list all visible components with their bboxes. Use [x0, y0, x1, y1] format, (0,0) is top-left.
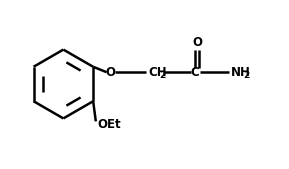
- Text: 2: 2: [243, 71, 250, 80]
- Text: NH: NH: [231, 66, 251, 79]
- Text: CH: CH: [148, 66, 166, 79]
- Text: O: O: [105, 66, 116, 79]
- Text: OEt: OEt: [98, 118, 121, 131]
- Text: 2: 2: [160, 71, 166, 80]
- Text: C: C: [191, 66, 199, 79]
- Text: O: O: [192, 36, 202, 49]
